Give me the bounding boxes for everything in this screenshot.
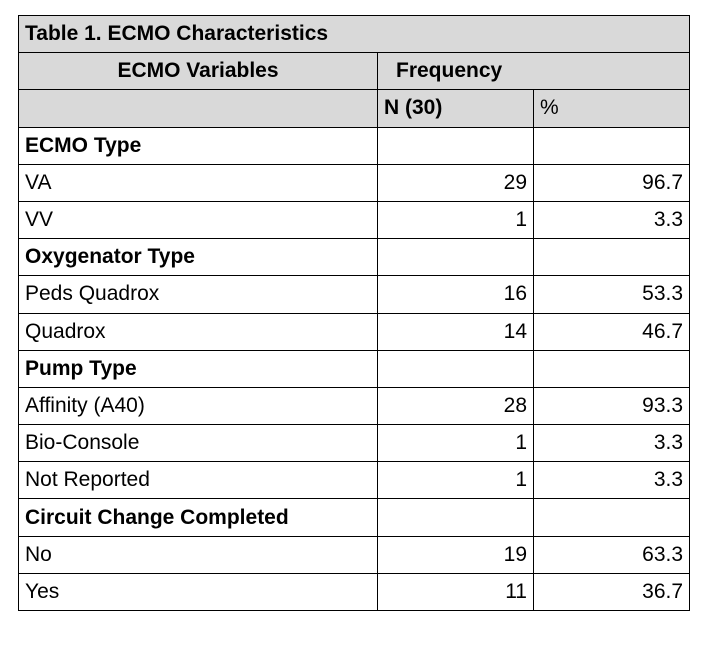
- title-row: Table 1. ECMO Characteristics: [17, 14, 691, 54]
- row-label: Bio-Console: [18, 424, 378, 463]
- row-label: VA: [18, 163, 378, 202]
- row-percent: 36.7: [532, 572, 691, 612]
- section-row: ECMO Type: [18, 126, 691, 165]
- row-label: Affinity (A40): [18, 386, 378, 426]
- table-wrap: Table 1. ECMO Characteristics ECMO Varia…: [17, 14, 691, 612]
- header-n: N (30): [377, 89, 534, 128]
- section-title: Oxygenator Type: [18, 238, 378, 277]
- data-row: Yes 11 36.7: [18, 572, 691, 612]
- empty-cell: [532, 349, 691, 388]
- row-n: 11: [377, 572, 534, 612]
- row-n: 1: [377, 424, 534, 463]
- row-percent: 63.3: [532, 535, 691, 574]
- header-variables: ECMO Variables: [18, 52, 378, 91]
- section-title: Circuit Change Completed: [18, 498, 378, 537]
- row-n: 28: [377, 386, 534, 426]
- row-n: 1: [377, 200, 534, 240]
- row-n: 29: [377, 163, 534, 202]
- subheader-empty: [18, 89, 378, 128]
- section-row: Pump Type: [18, 349, 691, 388]
- row-n: 14: [377, 312, 534, 351]
- header-row: ECMO Variables Frequency: [18, 52, 691, 91]
- header-frequency: Frequency: [376, 52, 691, 91]
- row-percent: 96.7: [532, 163, 691, 202]
- data-row: Affinity (A40) 28 93.3: [18, 386, 691, 426]
- data-row: Bio-Console 1 3.3: [18, 424, 691, 463]
- data-row: No 19 63.3: [18, 535, 691, 574]
- data-row: VV 1 3.3: [18, 200, 691, 240]
- row-label: Peds Quadrox: [18, 275, 378, 314]
- empty-cell: [532, 238, 691, 277]
- row-percent: 93.3: [532, 386, 691, 426]
- section-row: Circuit Change Completed: [18, 498, 691, 537]
- row-n: 1: [377, 461, 534, 500]
- empty-cell: [377, 238, 534, 277]
- row-n: 19: [377, 535, 534, 574]
- table-body: Table 1. ECMO Characteristics ECMO Varia…: [17, 14, 691, 612]
- row-label: No: [18, 535, 378, 574]
- empty-cell: [532, 126, 691, 165]
- row-label: Quadrox: [18, 312, 378, 351]
- empty-cell: [532, 498, 691, 537]
- empty-cell: [377, 126, 534, 165]
- table-title: Table 1. ECMO Characteristics: [17, 14, 691, 54]
- data-row: VA 29 96.7: [18, 163, 691, 202]
- ecmo-table: Table 1. ECMO Characteristics ECMO Varia…: [17, 14, 691, 612]
- data-row: Quadrox 14 46.7: [18, 312, 691, 351]
- row-label: VV: [18, 200, 378, 240]
- section-title: Pump Type: [18, 349, 378, 388]
- data-row: Not Reported 1 3.3: [18, 461, 691, 500]
- row-percent: 53.3: [532, 275, 691, 314]
- row-percent: 3.3: [532, 461, 691, 500]
- section-title: ECMO Type: [18, 126, 378, 165]
- empty-cell: [377, 349, 534, 388]
- header-percent: %: [532, 89, 691, 128]
- row-percent: 46.7: [532, 312, 691, 351]
- row-label: Yes: [18, 572, 378, 612]
- row-n: 16: [377, 275, 534, 314]
- subheader-row: N (30) %: [18, 89, 691, 128]
- empty-cell: [377, 498, 534, 537]
- row-percent: 3.3: [532, 200, 691, 240]
- data-row: Peds Quadrox 16 53.3: [18, 275, 691, 314]
- section-row: Oxygenator Type: [18, 238, 691, 277]
- row-percent: 3.3: [532, 424, 691, 463]
- row-label: Not Reported: [18, 461, 378, 500]
